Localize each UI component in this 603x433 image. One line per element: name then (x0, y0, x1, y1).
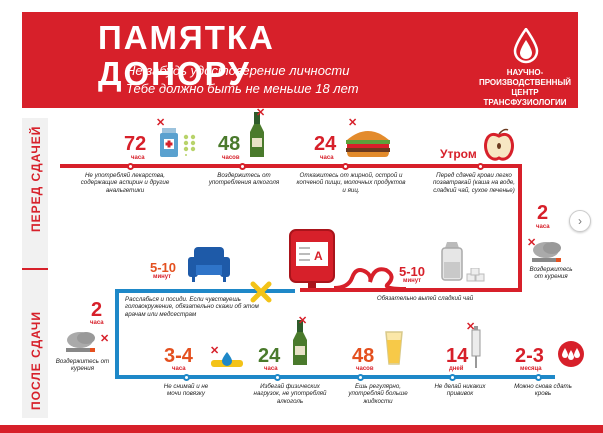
timeline-dot (183, 374, 190, 381)
before-timeline-down (518, 164, 522, 292)
timeline-dot (239, 163, 246, 170)
side-label-before: ПЕРЕД СДАЧЕЙ (29, 125, 43, 232)
before-5-unit: часа (536, 224, 550, 230)
before-2-caption: Воздержитесь от употребления алкоголя (208, 172, 280, 187)
before-4-label: Утром (440, 147, 477, 161)
after-4-unit: часов (356, 366, 374, 372)
apple-icon (482, 128, 516, 162)
cigarette-smoke-icon (64, 330, 98, 354)
timeline-dot (342, 163, 349, 170)
header-banner (22, 12, 578, 108)
before-1-number: 72 (124, 133, 147, 155)
after-3-number: 24 (258, 345, 281, 367)
bandage-cross-icon (250, 281, 272, 303)
after-4-number: 48 (352, 345, 375, 367)
cigarette-smoke-icon (530, 240, 564, 264)
chevron-right-icon[interactable]: › (569, 210, 591, 232)
pills-bottle-icon (158, 126, 180, 158)
forbidden-x-icon: ✕ (100, 333, 110, 345)
before-1-unit: часа (131, 155, 145, 161)
side-label-after: ПОСЛЕ СДАЧИ (29, 311, 43, 410)
after-1-unit: часа (90, 320, 104, 326)
forbidden-x-icon: ✕ (156, 117, 166, 129)
before-5-caption: Воздержитесь от курения (529, 266, 573, 281)
forbidden-x-icon: ✕ (210, 345, 220, 357)
timeline-dot (535, 374, 542, 381)
burger-icon (343, 126, 393, 158)
tea-number: 5-10 (399, 264, 426, 279)
pill-blister-icon (183, 134, 197, 156)
bandage-water-icon (210, 352, 244, 368)
timeline-dot (449, 374, 456, 381)
blood-type-label: А (314, 249, 323, 263)
after-2-unit: часа (172, 366, 186, 372)
before-timeline (60, 164, 522, 168)
org-line-3: ЦЕНТР ТРАНСФУЗИОЛОГИИ (483, 88, 567, 107)
tea-jar-icon (437, 240, 467, 282)
forbidden-x-icon: ✕ (256, 107, 266, 119)
before-3-caption: Откажитесь от жирной, острой и копченой … (296, 172, 406, 194)
before-3-unit: часа (320, 155, 334, 161)
after-1-number: 2 (91, 299, 103, 321)
before-2-number: 48 (218, 133, 241, 155)
org-name: НАУЧНО- ПРОИЗВОДСТВЕННЫЙ ЦЕНТР ТРАНСФУЗИ… (470, 68, 580, 108)
blood-drop-logo-icon (512, 26, 540, 64)
wine-bottle-icon (292, 320, 308, 366)
tea-caption: Обязательно выпей сладкий чай (376, 295, 474, 302)
sugar-cubes-icon (466, 267, 488, 282)
before-1-caption: Не употребляй лекарства, содержащие аспи… (80, 172, 170, 194)
bottom-strip (0, 425, 603, 433)
after-3-unit: часа (264, 366, 278, 372)
after-4-caption: Ешь регулярно, употребляй больше жидкост… (348, 383, 408, 405)
wine-bottle-icon (248, 112, 266, 158)
armchair-icon (186, 245, 232, 283)
before-4-caption: Перед сдачей крови легко позавтракай (ка… (432, 172, 516, 194)
after-2-number: 3-4 (164, 345, 193, 367)
timeline-dot (274, 374, 281, 381)
blood-drops-icon (556, 340, 586, 368)
after-5-unit: дней (449, 366, 464, 372)
heart-line-icon (333, 258, 407, 292)
timeline-dot (127, 163, 134, 170)
after-1-caption: Воздержитесь от курения (55, 358, 110, 373)
after-timeline (115, 375, 555, 379)
blood-bag-icon (284, 226, 340, 288)
after-2-caption: Не снимай и не мочи повязку (163, 383, 209, 398)
forbidden-x-icon: ✕ (466, 321, 476, 333)
after-timeline-top (115, 289, 295, 293)
org-line-2: ПРОИЗВОДСТВЕННЫЙ (478, 78, 572, 87)
after-timeline-left (115, 289, 119, 379)
tea-timeline (300, 288, 522, 292)
forbidden-x-icon: ✕ (527, 237, 537, 249)
after-6-number: 2-3 (515, 345, 544, 367)
juice-glass-icon (384, 330, 404, 366)
after-6-unit: месяца (520, 366, 542, 372)
before-2-unit: часов (222, 155, 240, 161)
after-6-caption: Можно снова сдать кровь (514, 383, 572, 398)
poster-title: ПАМЯТКА ДОНОРУ (98, 19, 275, 92)
tea-unit: минут (403, 278, 422, 284)
after-5-number: 14 (446, 345, 469, 367)
rest-caption: Расслабься и посиди. Если чувствуешь гол… (125, 296, 259, 318)
rest-number: 5-10 (150, 260, 177, 275)
org-line-1: НАУЧНО- (506, 68, 544, 77)
syringe-icon (470, 326, 482, 368)
side-divider (22, 268, 48, 270)
forbidden-x-icon: ✕ (348, 117, 358, 129)
timeline-dot (477, 163, 484, 170)
forbidden-x-icon: ✕ (298, 315, 308, 327)
id-reminder: Не забудь удостоверение личности (126, 63, 350, 78)
after-5-caption: Не делай никаких прививок (434, 383, 486, 398)
rest-unit: минут (153, 274, 172, 280)
after-3-caption: Избегай физических нагрузок, не употребл… (253, 383, 327, 405)
timeline-dot (357, 374, 364, 381)
age-reminder: Тебе должно быть не меньше 18 лет (126, 81, 359, 96)
before-3-number: 24 (314, 133, 337, 155)
before-5-number: 2 (537, 202, 549, 224)
